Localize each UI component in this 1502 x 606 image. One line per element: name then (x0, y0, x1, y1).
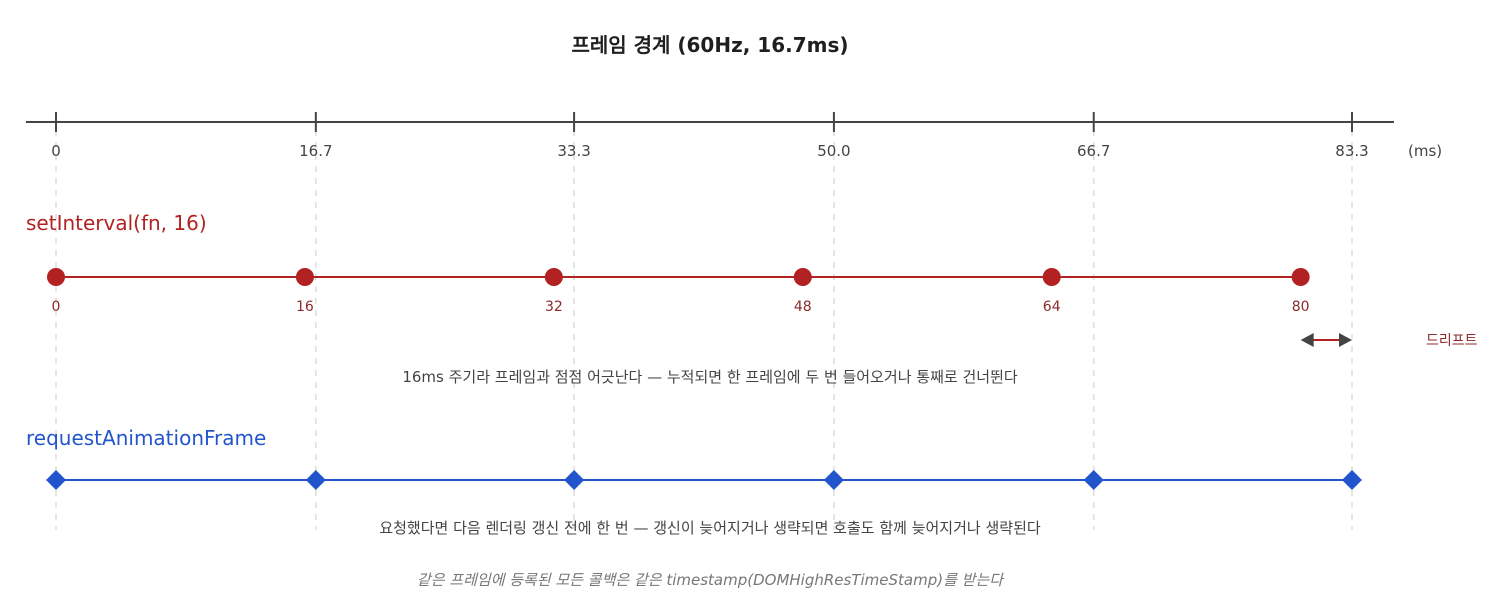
series-heading-raf: requestAnimationFrame (26, 426, 266, 450)
axis-tick-label: 16.7 (299, 142, 332, 160)
setinterval-series: 0 16 32 48 64 80 (47, 268, 1310, 315)
setinterval-point-label: 32 (545, 299, 563, 315)
setinterval-point-label: 64 (1043, 299, 1061, 315)
drift-indicator (1300, 333, 1352, 347)
axis-tick-label: 50.0 (817, 142, 850, 160)
series-heading-setinterval: setInterval(fn, 16) (26, 211, 207, 235)
raf-point (823, 470, 844, 490)
raf-series (46, 470, 1362, 490)
axis-unit-label: (ms) (1408, 142, 1442, 160)
drift-label: 드리프트 (1426, 333, 1478, 349)
drift-arrow-head-right (1339, 333, 1352, 347)
raf-point (1342, 470, 1362, 490)
axis-tick-label: 33.3 (557, 142, 590, 160)
drift-arrow-head-left (1300, 333, 1314, 347)
setinterval-point (47, 268, 65, 286)
setinterval-point (544, 268, 563, 286)
setinterval-point (1042, 268, 1061, 286)
raf-point (46, 470, 66, 490)
setinterval-point (793, 268, 812, 286)
diagram-title: 프레임 경계 (60Hz, 16.7ms) (571, 33, 848, 57)
axis-tick-label: 0 (51, 142, 61, 160)
footnote: 같은 프레임에 등록된 모든 콜백은 같은 timestamp(DOMHighR… (417, 571, 1005, 589)
time-axis-ticks: 0 16.7 33.3 50.0 66.7 83.3 (51, 112, 1369, 160)
raf-point (1083, 470, 1104, 490)
raf-note: 요청했다면 다음 렌더링 갱신 전에 한 번 — 갱신이 늦어지거나 생략되면 … (379, 519, 1041, 537)
setinterval-point-label: 80 (1292, 299, 1310, 315)
setinterval-point-label: 48 (794, 299, 812, 315)
setinterval-point (1291, 268, 1310, 286)
axis-tick-label: 83.3 (1335, 142, 1368, 160)
raf-point (305, 470, 326, 490)
setinterval-note: 16ms 주기라 프레임과 점점 어긋난다 — 누적되면 한 프레임에 두 번 … (402, 368, 1018, 386)
setinterval-point-label: 16 (296, 299, 314, 315)
setinterval-point-label: 0 (52, 299, 61, 315)
setinterval-point (295, 268, 314, 286)
frame-boundary-grid (55, 130, 1353, 530)
axis-tick-label: 66.7 (1077, 142, 1110, 160)
raf-point (564, 470, 585, 490)
